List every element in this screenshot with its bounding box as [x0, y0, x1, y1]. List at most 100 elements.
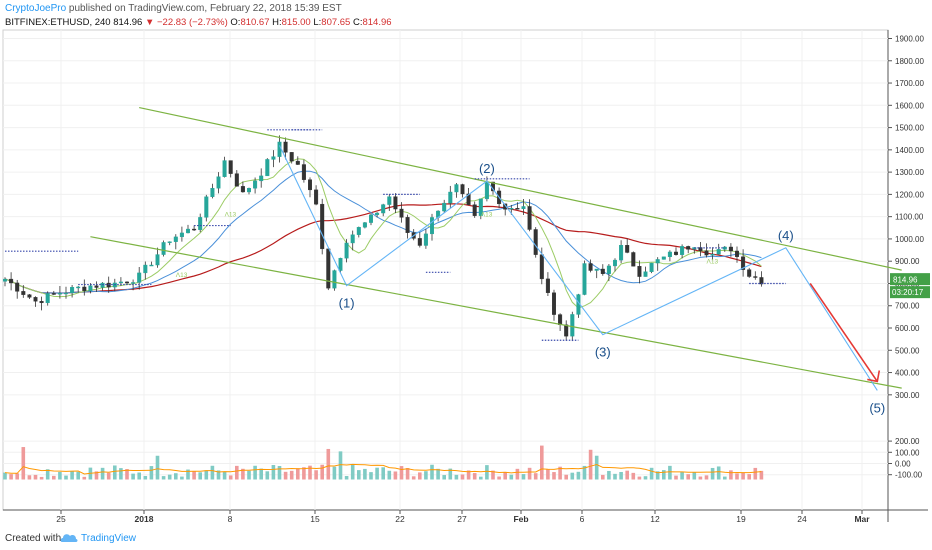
candle-body — [332, 270, 337, 289]
candle-body — [63, 292, 68, 295]
candle-body — [521, 206, 526, 210]
candle-body — [15, 282, 20, 292]
open-value: 810.67 — [240, 17, 270, 28]
volume-bar — [448, 468, 453, 480]
price-tick-label: 700.00 — [895, 302, 920, 311]
symbol-label: BITFINEX:ETHUSD, 240 — [5, 17, 111, 28]
candle-body — [289, 152, 294, 162]
candle-body — [51, 293, 56, 295]
candle-body — [356, 227, 361, 235]
volume-bar — [369, 472, 373, 480]
x-tick-label: 6 — [580, 514, 585, 524]
tradingview-brand[interactable]: TradingView — [81, 533, 137, 544]
volume-bar — [82, 476, 87, 480]
low-label: L: — [313, 17, 322, 28]
volume-bar — [216, 470, 221, 480]
candle-body — [728, 246, 733, 252]
created-with-text: Created with — [5, 533, 62, 544]
candle-body — [564, 324, 569, 337]
volume-bar — [332, 466, 337, 480]
candle-body — [552, 292, 557, 315]
volume-bar — [247, 470, 251, 480]
volume-bar — [619, 471, 623, 480]
price-tick-label: 300.00 — [895, 391, 920, 400]
forecast-arrow-line — [809, 283, 878, 382]
volume-bar — [759, 470, 764, 480]
volume-bar — [485, 465, 489, 480]
volume-bar — [271, 465, 276, 480]
candle-body — [259, 175, 264, 182]
candle-body — [161, 242, 166, 255]
x-tick-label: Feb — [513, 514, 528, 524]
candle-body — [314, 189, 319, 205]
volume-bar — [137, 472, 141, 480]
volume-bar — [308, 465, 312, 480]
volume-bar — [204, 470, 209, 480]
candle-body — [155, 254, 160, 266]
plot-frame — [2, 29, 889, 511]
price-tick-label: 900.00 — [895, 257, 920, 266]
candle-body — [320, 203, 325, 250]
candle-body — [503, 203, 508, 210]
volume-bar — [52, 475, 56, 480]
volume-bar — [692, 472, 697, 480]
volume-bar — [704, 475, 709, 480]
candle-body — [100, 282, 105, 288]
candle-body — [448, 191, 453, 204]
price-tick-label: 1200.00 — [895, 190, 924, 199]
wave-label: (1) — [339, 296, 355, 311]
candle-body — [362, 222, 367, 228]
volume-bar — [558, 466, 562, 480]
volume-tick-label: 0.00 — [895, 460, 911, 469]
x-tick-label: 22 — [395, 514, 405, 524]
down-arrow-icon: ▼ — [144, 17, 155, 28]
candle-body — [265, 159, 270, 177]
volume-bar — [289, 470, 294, 480]
price-chart[interactable]: 1900.00 1800.00 1700.00 1600.00 1500.00 1400.… — [0, 0, 932, 530]
x-tick-label: 19 — [736, 514, 746, 524]
candle-body — [76, 286, 81, 289]
high-label: H: — [272, 17, 282, 28]
volume-bar — [70, 471, 74, 480]
publish-header: CryptoJoePro published on TradingView.co… — [5, 3, 342, 14]
volume-bar — [405, 468, 410, 480]
candle-body — [637, 266, 642, 277]
candle-body — [82, 286, 87, 292]
volume-bar — [735, 473, 739, 480]
author-link[interactable]: CryptoJoePro — [5, 3, 67, 14]
candle-body — [21, 291, 26, 295]
volume-bar — [9, 474, 13, 480]
candle-body — [375, 212, 380, 216]
volume-bar — [155, 455, 160, 480]
candle-body — [667, 251, 672, 258]
volume-bar — [570, 472, 575, 480]
price-tick-label: 1300.00 — [895, 168, 924, 177]
volume-bar — [497, 476, 501, 480]
volume-bar — [106, 472, 111, 480]
volume-tick-label: -100.00 — [895, 471, 923, 480]
candle-body — [588, 263, 593, 271]
close-value: 814.96 — [362, 17, 392, 28]
candle-body — [747, 269, 752, 277]
volume-bar — [33, 474, 38, 480]
volume-bar — [698, 476, 703, 480]
volume-bar — [344, 476, 349, 480]
volume-tick-label: 100.00 — [895, 448, 920, 457]
candle-body — [649, 262, 654, 272]
open-label: O: — [230, 17, 241, 28]
x-tick-label: 25 — [56, 514, 66, 524]
volume-bar — [363, 468, 367, 480]
candle-body — [204, 196, 209, 218]
volume-bar — [442, 475, 446, 480]
channel-upper-line — [139, 106, 902, 271]
tradingview-logo-icon[interactable] — [60, 531, 78, 545]
candle-body — [240, 186, 245, 193]
candle-body — [735, 250, 740, 257]
candle-body — [661, 256, 666, 260]
volume-bar — [15, 473, 19, 480]
volume-bar — [546, 469, 550, 480]
publish-info: published on TradingView.com, February 2… — [68, 3, 342, 14]
volume-bar — [460, 474, 465, 480]
volume-bar — [686, 474, 690, 480]
price-change: −22.83 (−2.73%) — [156, 17, 228, 28]
